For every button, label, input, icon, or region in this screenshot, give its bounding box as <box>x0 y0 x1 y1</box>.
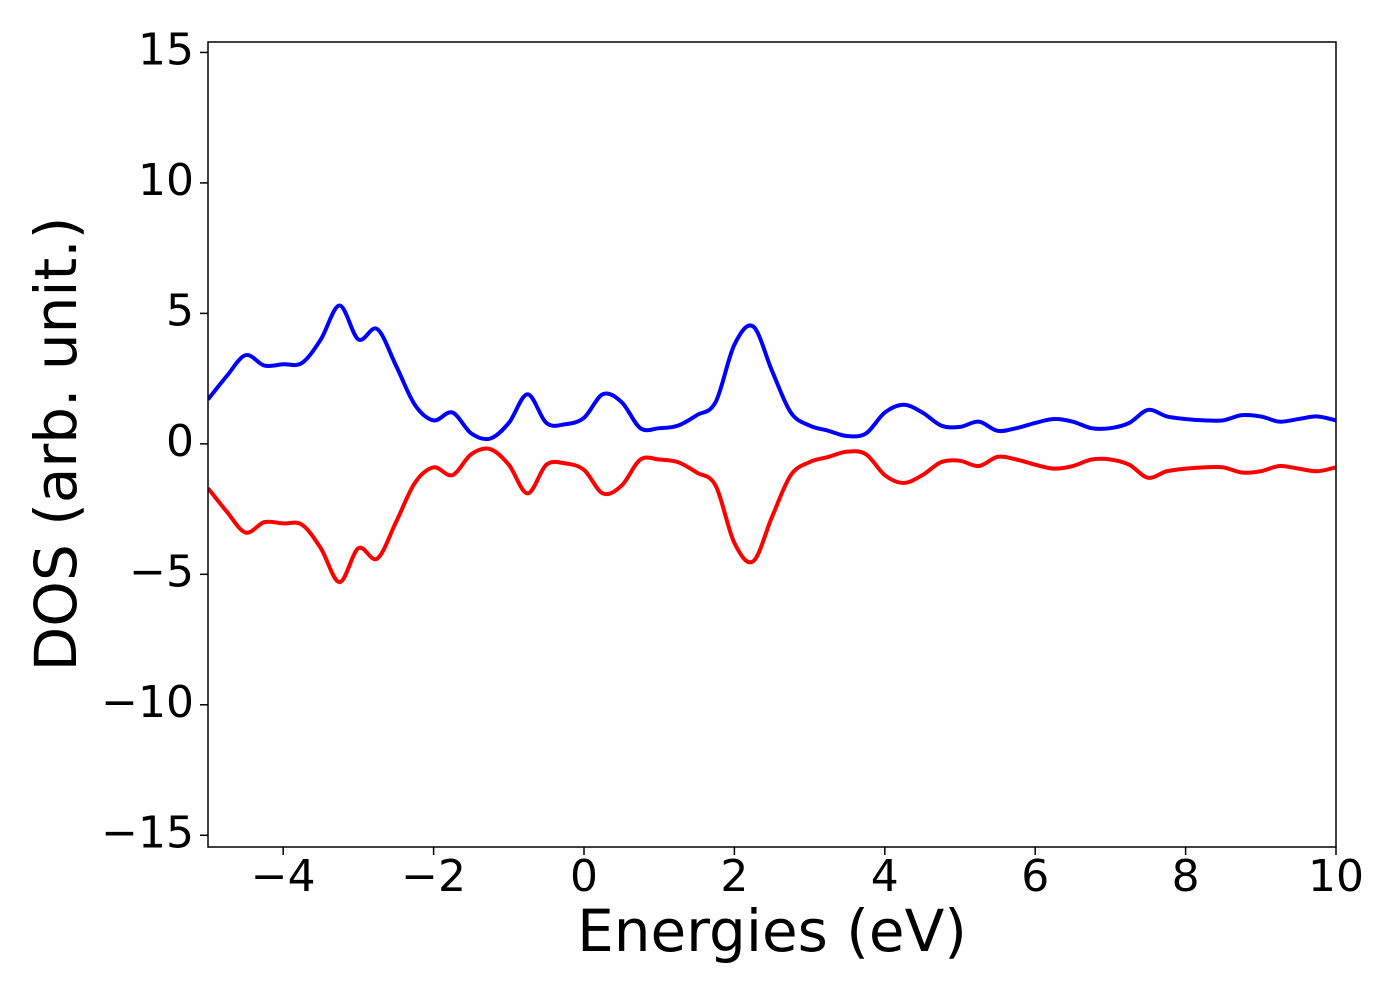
y-axis-label: DOS (arb. unit.) <box>22 217 90 672</box>
x-tick-label: 4 <box>871 851 899 902</box>
x-tick-label: 2 <box>720 851 748 902</box>
dos-line <box>208 303 1336 442</box>
y-tick-label: −15 <box>101 807 194 858</box>
y-tick-label: 0 <box>166 416 194 467</box>
x-tick-label: −4 <box>251 851 316 902</box>
dos-line <box>208 446 1336 585</box>
plot-frame <box>207 41 1337 848</box>
y-tick-label: 15 <box>138 24 194 75</box>
y-tick-label: 10 <box>138 155 194 206</box>
y-tick-label: −10 <box>101 677 194 728</box>
x-tick-label: 10 <box>1308 851 1364 902</box>
x-tick-label: 6 <box>1021 851 1049 902</box>
y-tick-label: −5 <box>129 546 194 597</box>
x-axis-label: Energies (eV) <box>577 897 967 965</box>
x-tick-label: 8 <box>1172 851 1200 902</box>
x-tick-label: 0 <box>570 851 598 902</box>
y-tick-label: 5 <box>166 285 194 336</box>
x-tick-label: −2 <box>401 851 466 902</box>
